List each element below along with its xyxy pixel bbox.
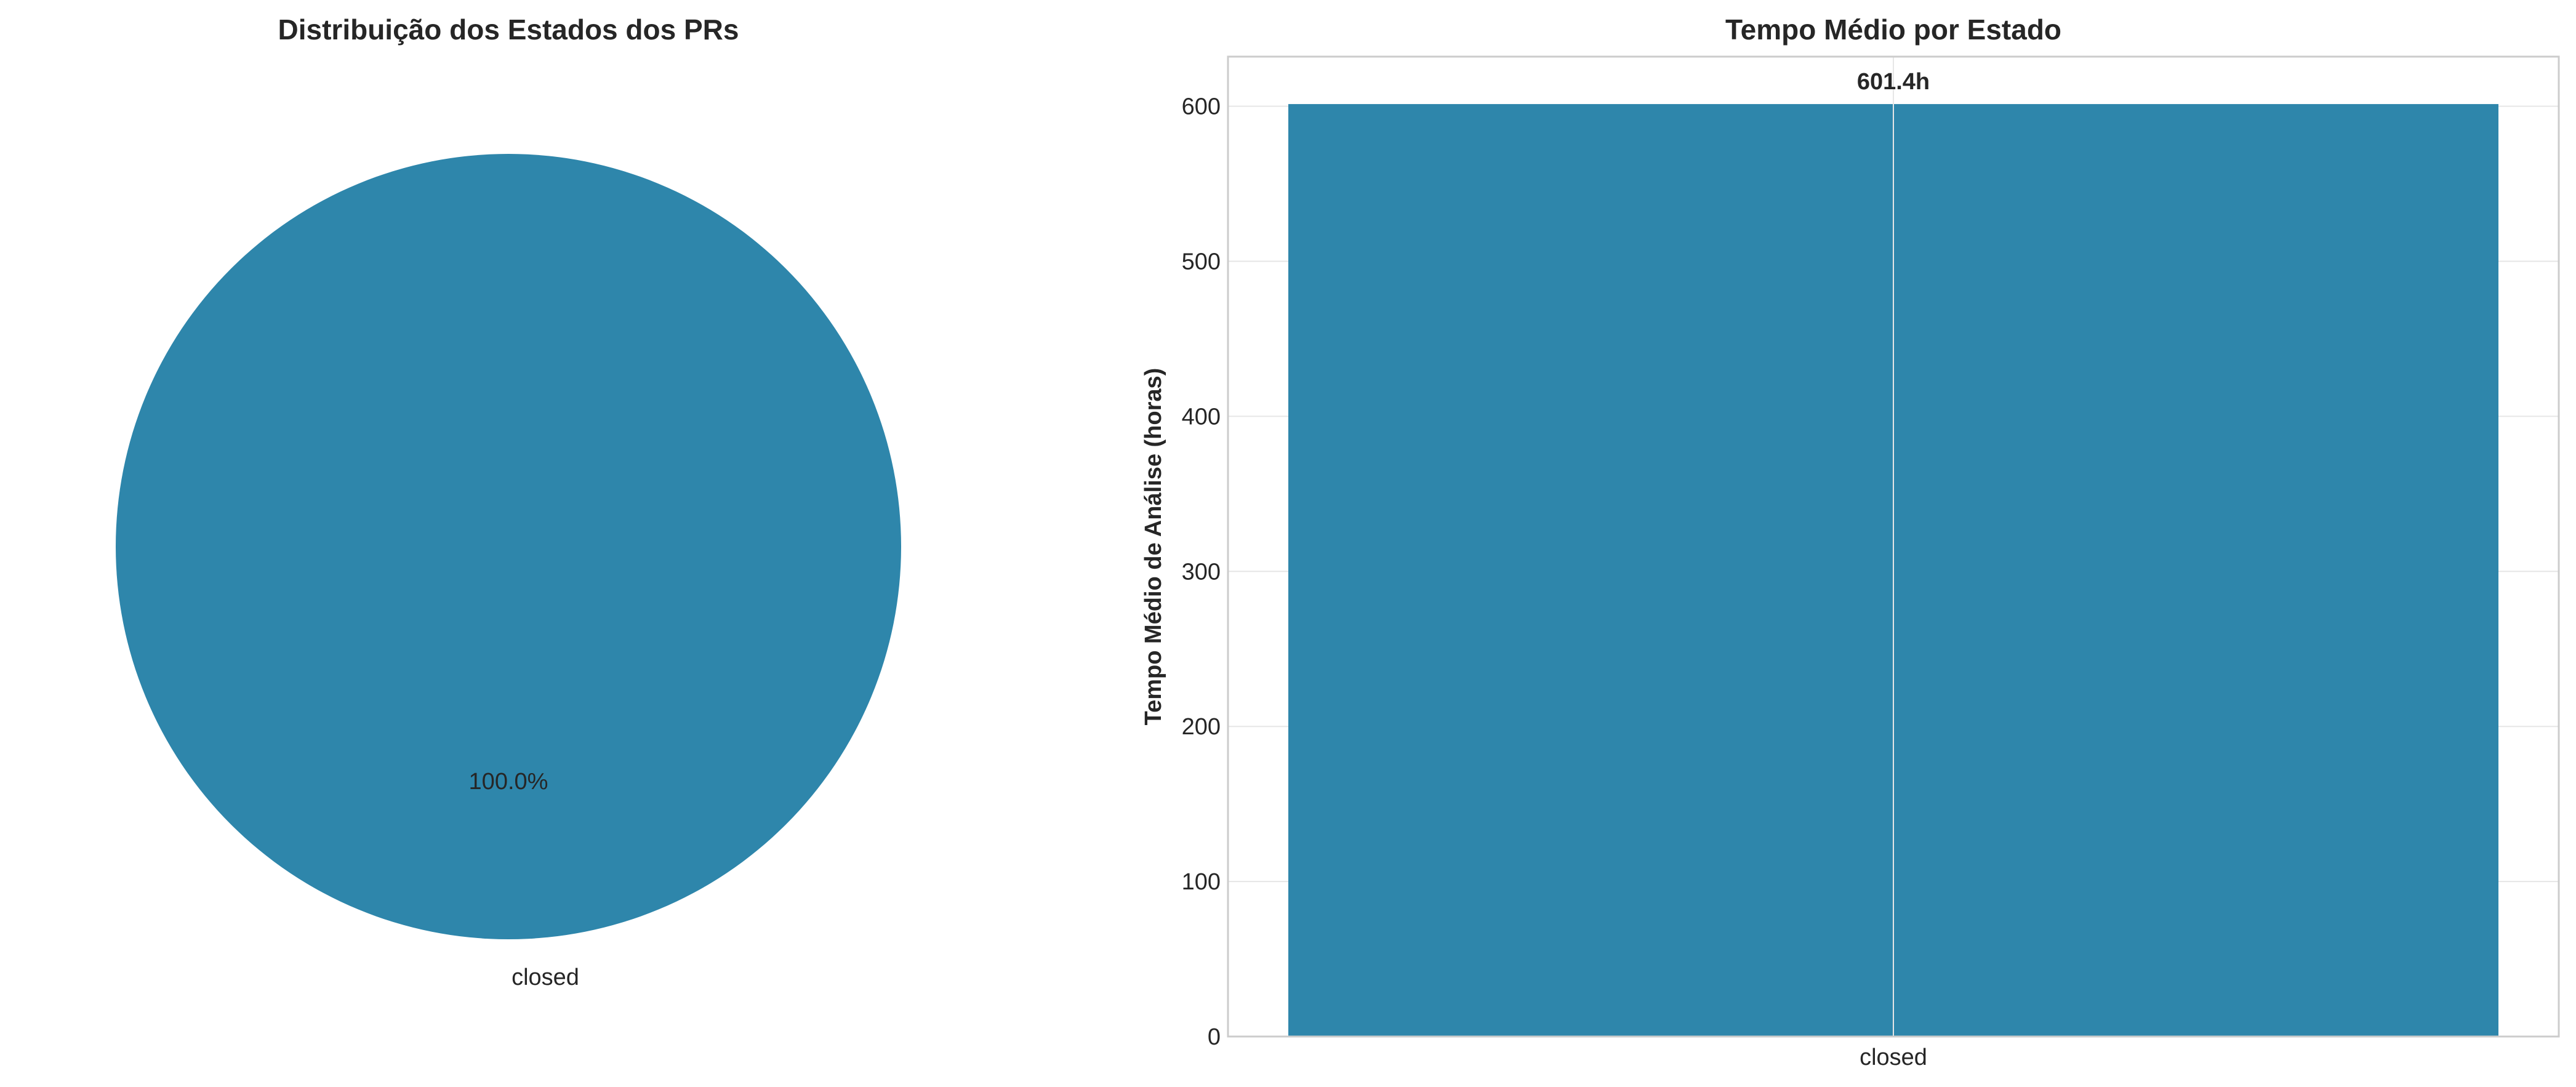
y-tick-label: 400 <box>1182 404 1221 430</box>
pie-chart: Distribuição dos Estados dos PRs 100.0% … <box>116 14 901 990</box>
pie-slice-label: closed <box>512 965 579 990</box>
y-axis-label: Tempo Médio de Análise (horas) <box>1141 368 1166 726</box>
pie-slice-closed <box>116 154 901 939</box>
y-axis-ticks: 0 100 200 300 400 500 600 <box>1182 94 1221 1050</box>
bar-chart: Tempo Médio por Estado 601.4h 0 100 200 300… <box>1141 14 2560 1070</box>
bar-value-label: 601.4h <box>1857 69 1930 95</box>
bar-title: Tempo Médio por Estado <box>1725 14 2061 46</box>
y-tick-label: 0 <box>1208 1024 1221 1050</box>
y-tick-label: 600 <box>1182 94 1221 120</box>
y-tick-label: 300 <box>1182 559 1221 585</box>
y-tick-label: 200 <box>1182 714 1221 740</box>
plot-frame <box>1227 55 2560 1038</box>
pie-title: Distribuição dos Estados dos PRs <box>278 14 739 46</box>
y-tick-label: 500 <box>1182 249 1221 275</box>
y-tick-label: 100 <box>1182 869 1221 895</box>
x-tick-label: closed <box>1860 1045 1927 1070</box>
pie-percent-label: 100.0% <box>469 769 548 795</box>
